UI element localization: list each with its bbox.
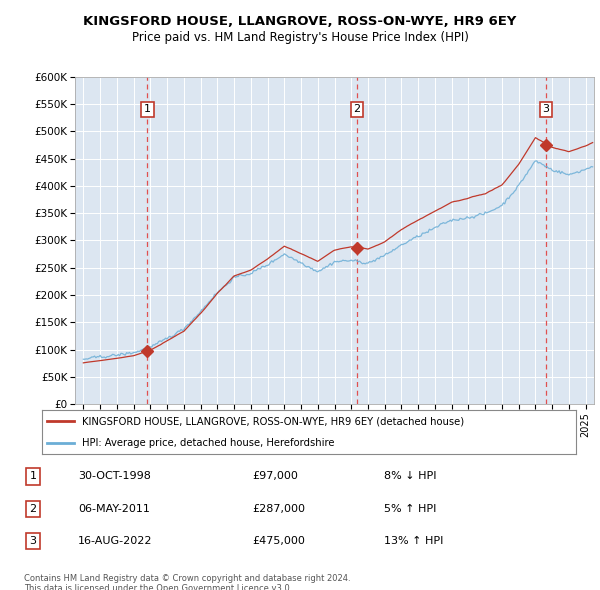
Text: 8% ↓ HPI: 8% ↓ HPI [384,471,437,481]
Text: 2: 2 [29,504,37,514]
Text: 06-MAY-2011: 06-MAY-2011 [78,504,150,514]
Text: HPI: Average price, detached house, Herefordshire: HPI: Average price, detached house, Here… [82,438,335,448]
Text: 3: 3 [29,536,37,546]
Text: 13% ↑ HPI: 13% ↑ HPI [384,536,443,546]
Text: KINGSFORD HOUSE, LLANGROVE, ROSS-ON-WYE, HR9 6EY: KINGSFORD HOUSE, LLANGROVE, ROSS-ON-WYE,… [83,15,517,28]
Text: 5% ↑ HPI: 5% ↑ HPI [384,504,436,514]
Text: 2: 2 [353,104,361,114]
Text: £97,000: £97,000 [252,471,298,481]
Text: 16-AUG-2022: 16-AUG-2022 [78,536,152,546]
Text: 30-OCT-1998: 30-OCT-1998 [78,471,151,481]
Text: 3: 3 [542,104,549,114]
Text: 1: 1 [29,471,37,481]
Text: 1: 1 [144,104,151,114]
Text: KINGSFORD HOUSE, LLANGROVE, ROSS-ON-WYE, HR9 6EY (detached house): KINGSFORD HOUSE, LLANGROVE, ROSS-ON-WYE,… [82,416,464,426]
Text: Price paid vs. HM Land Registry's House Price Index (HPI): Price paid vs. HM Land Registry's House … [131,31,469,44]
Text: £287,000: £287,000 [252,504,305,514]
Text: £475,000: £475,000 [252,536,305,546]
Text: Contains HM Land Registry data © Crown copyright and database right 2024.
This d: Contains HM Land Registry data © Crown c… [24,573,350,590]
